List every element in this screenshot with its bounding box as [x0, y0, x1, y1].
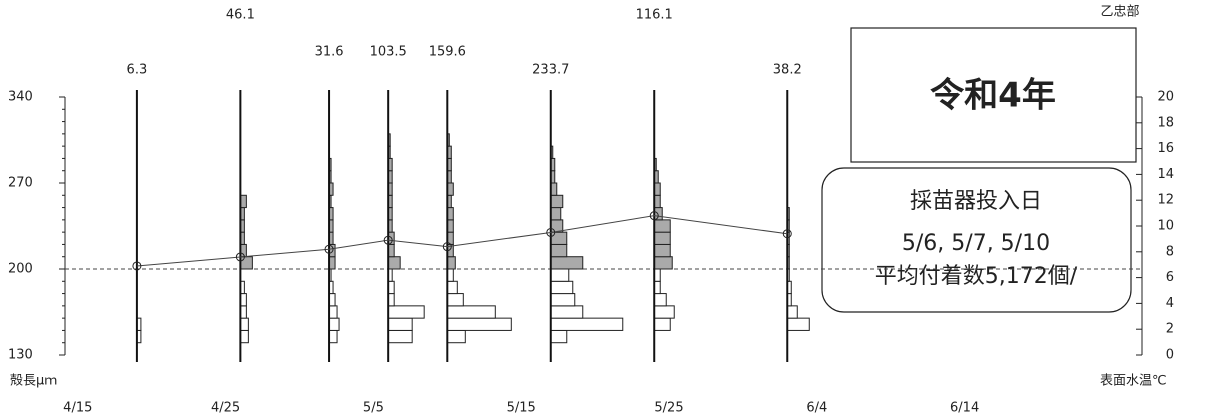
histogram-bar — [550, 293, 576, 307]
y-tick-label: 130 — [8, 348, 33, 363]
y2-tick-label: 16 — [1157, 141, 1174, 156]
histogram-bar — [550, 243, 568, 258]
density-label: 38.2 — [773, 63, 802, 78]
x-tick-label: 4/15 — [63, 401, 92, 416]
x-tick-label: 4/25 — [211, 401, 240, 416]
density-label: 6.3 — [127, 63, 148, 78]
y2-axis-label: 表面水温℃ — [1100, 374, 1167, 389]
x-tick-label: 6/4 — [806, 401, 827, 416]
temperature-point — [782, 229, 792, 239]
histogram-bar — [328, 317, 340, 331]
info-line: 5/6, 5/7, 5/10 — [902, 231, 1050, 256]
info-line: 平均付着数5,172個/ — [875, 264, 1078, 289]
histogram-bar — [387, 256, 401, 270]
histogram-bar — [550, 317, 624, 331]
histogram-bar — [446, 280, 458, 295]
histogram-bar — [550, 256, 584, 270]
y2-tick-label: 12 — [1157, 193, 1174, 208]
temperature-point — [132, 261, 142, 271]
histogram-bar — [387, 329, 413, 344]
y-tick-label: 270 — [8, 176, 33, 191]
histogram-bar — [446, 256, 456, 270]
y2-tick-label: 2 — [1166, 322, 1174, 337]
temperature-point — [442, 242, 452, 252]
histogram-bar — [786, 305, 798, 319]
temperature-point — [649, 211, 659, 221]
histogram-bar — [446, 305, 496, 319]
year-label: 令和4年 — [930, 76, 1056, 116]
histogram-bar — [446, 317, 512, 331]
y-axis-label: 殻長μｍ — [10, 374, 57, 389]
y2-tick-label: 18 — [1157, 115, 1174, 130]
histogram-bar — [550, 231, 568, 245]
histogram-bar — [446, 293, 464, 307]
x-tick-label: 5/5 — [363, 401, 384, 416]
histogram-bar — [328, 329, 338, 344]
density-label: 31.6 — [315, 45, 344, 60]
info-box — [821, 167, 1132, 313]
density-label: 116.1 — [636, 8, 673, 23]
histogram-bar — [653, 219, 671, 233]
info-line: 採苗器投入日 — [910, 189, 1042, 214]
y-tick-label: 340 — [8, 90, 33, 105]
histogram-bar — [653, 243, 671, 258]
y2-tick-label: 4 — [1166, 296, 1174, 311]
histogram-bar — [550, 280, 574, 295]
histogram-bar — [446, 329, 466, 344]
histogram-bar — [550, 207, 562, 221]
temperature-point — [383, 235, 393, 245]
y2-tick-label: 6 — [1166, 270, 1174, 285]
histogram-bar — [786, 317, 810, 331]
y2-tick-label: 10 — [1157, 219, 1174, 234]
x-tick-label: 6/14 — [950, 401, 979, 416]
y2-tick-label: 8 — [1166, 244, 1174, 259]
histogram-bar — [550, 194, 564, 209]
histogram-bar — [387, 317, 413, 331]
histogram-bar — [550, 305, 584, 319]
histogram-bar — [653, 317, 671, 331]
y2-tick-label: 0 — [1166, 348, 1174, 363]
histogram-bar — [239, 256, 253, 270]
histogram-bar — [239, 317, 249, 331]
temperature-point — [546, 227, 556, 237]
histogram-bar — [550, 268, 570, 282]
density-label: 46.1 — [226, 8, 255, 23]
histogram-bar — [239, 329, 249, 344]
y-tick-label: 200 — [8, 262, 33, 277]
temperature-point — [324, 244, 334, 254]
x-tick-label: 5/15 — [507, 401, 536, 416]
density-label: 103.5 — [370, 45, 407, 60]
histogram-bar — [328, 305, 338, 319]
histogram-bar — [653, 305, 675, 319]
histogram-bar — [387, 305, 425, 319]
histogram-bar — [550, 329, 568, 344]
site-label: 乙忠部 — [1100, 5, 1139, 20]
density-label: 233.7 — [532, 63, 569, 78]
y2-tick-label: 14 — [1157, 167, 1174, 182]
year-box — [850, 27, 1137, 163]
temperature-point — [235, 252, 245, 262]
histogram-bar — [653, 293, 667, 307]
density-label: 159.6 — [429, 45, 466, 60]
histogram-bar — [653, 256, 673, 270]
x-tick-label: 5/25 — [654, 401, 683, 416]
histogram-bar — [653, 231, 671, 245]
temperature-line — [136, 215, 788, 267]
y2-tick-label: 20 — [1157, 90, 1174, 105]
